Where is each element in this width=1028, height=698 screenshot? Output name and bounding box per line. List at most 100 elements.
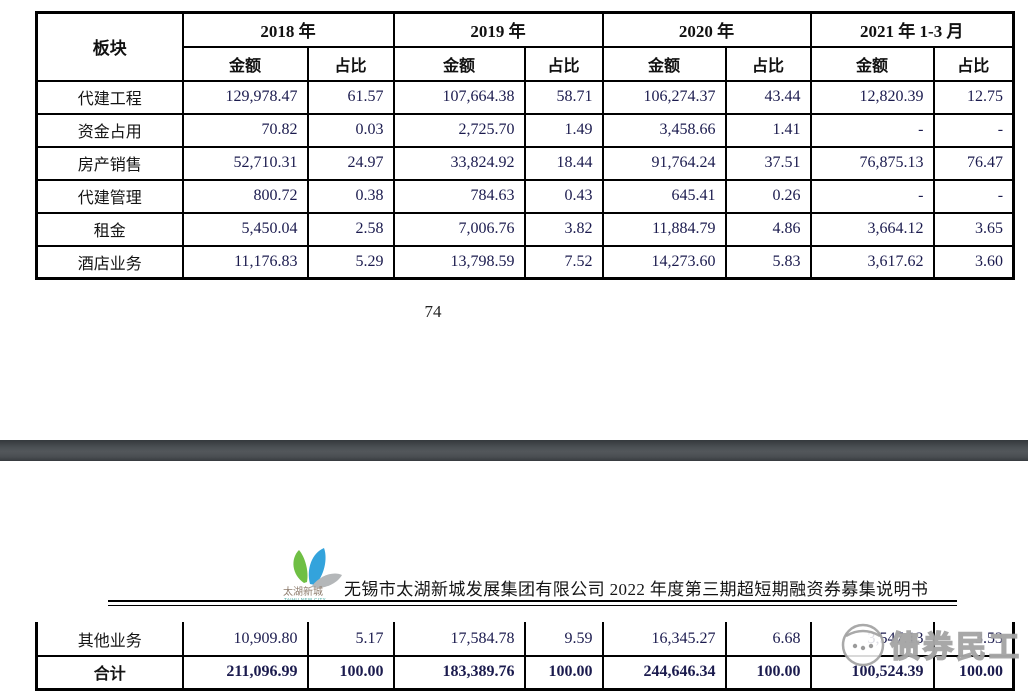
table-cell: -: [932, 178, 1015, 214]
column-header-segment: 板块: [35, 11, 184, 82]
page-separator-band: [0, 440, 1028, 461]
table-cell: 7.52: [523, 244, 604, 280]
table-row: 资金占用 70.82 0.03 2,725.70 1.49 3,458.66 1.41- -: [35, 112, 1015, 148]
table-cell: 13,798.59: [392, 244, 526, 280]
table-header-sub-row: 金额 占比 金额 占比 金额 占比 金额 占比: [37, 45, 1015, 82]
table-row: 代建工程 129,978.47 61.57 107,664.38 58.71 106,27…: [35, 79, 1015, 115]
table-cell: 10,909.80: [181, 622, 309, 657]
segment-revenue-table-continued: 其他业务 10,909.80 5.17 17,584.78 9.59 16,345.27 6…: [35, 622, 1015, 691]
table-row: 房产销售 52,710.31 24.97 33,824.92 18.44 91,764.2…: [35, 145, 1015, 181]
column-header-ratio: 占比: [932, 45, 1015, 82]
table-cell: 3,617.62: [809, 244, 935, 280]
table-cell: 784.63: [392, 178, 526, 214]
table-cell: 12.75: [932, 79, 1015, 115]
table-row: 合计 211,096.99 100.00 183,389.76 100.00 244,64…: [35, 655, 1015, 690]
row-label: 代建管理: [35, 178, 184, 214]
table-cell: 0.03: [306, 112, 395, 148]
column-header-ratio: 占比: [724, 45, 812, 82]
taihu-new-city-logo-icon: 太湖新城 TAIHU NEW CITY: [283, 548, 342, 602]
table-cell: 5.17: [306, 622, 395, 657]
table-cell: 12,820.39: [809, 79, 935, 115]
table-cell: 43.44: [724, 79, 812, 115]
table-cell: 14,273.60: [601, 244, 727, 280]
column-header-amount: 金额: [181, 45, 309, 82]
column-header-amount: 金额: [601, 45, 727, 82]
column-header-2019: 2019 年: [392, 11, 604, 48]
table-cell: 11,176.83: [181, 244, 309, 280]
row-label: 房产销售: [35, 145, 184, 181]
table-cell: 100.00: [932, 655, 1015, 690]
table-cell: 106,274.37: [601, 79, 727, 115]
table-cell: 3.53: [932, 622, 1015, 657]
table-cell: 0.38: [306, 178, 395, 214]
table-cell: -: [809, 112, 935, 148]
table-cell: 183,389.76: [392, 655, 526, 690]
column-header-2021q1: 2021 年 1-3 月: [809, 11, 1015, 48]
table-cell: 5.83: [724, 244, 812, 280]
table-cell: 2.58: [306, 211, 395, 247]
column-header-ratio: 占比: [306, 45, 395, 82]
page-number: 74: [424, 302, 442, 321]
table-cell: 6.68: [724, 622, 812, 657]
table-cell: 107,664.38: [392, 79, 526, 115]
column-header-2020: 2020 年: [601, 11, 812, 48]
table-cell: 61.57: [306, 79, 395, 115]
table-cell: 800.72: [181, 178, 309, 214]
table-cell: 11,884.79: [601, 211, 727, 247]
row-label: 其他业务: [35, 622, 184, 657]
table-cell: 17,584.78: [392, 622, 526, 657]
table-row: 其他业务 10,909.80 5.17 17,584.78 9.59 16,345.27 6…: [35, 622, 1015, 657]
column-header-amount: 金额: [392, 45, 526, 82]
table-cell: -: [809, 178, 935, 214]
table-cell: 3.82: [523, 211, 604, 247]
row-label: 代建工程: [35, 79, 184, 115]
table-cell: 1.41: [724, 112, 812, 148]
table-cell: 4.86: [724, 211, 812, 247]
row-label: 合计: [35, 655, 184, 690]
table-cell: 3,664.12: [809, 211, 935, 247]
table-header-years-row: 板块 2018 年 2019 年 2020 年 2021 年 1-3 月: [35, 11, 1015, 82]
table-cell: 58.71: [523, 79, 604, 115]
table-cell: 100.00: [724, 655, 812, 690]
table-cell: 76,875.13: [809, 145, 935, 181]
table-cell: 100.00: [523, 655, 604, 690]
table-cell: 129,978.47: [181, 79, 309, 115]
table-cell: -: [932, 112, 1015, 148]
table-cell: 244,646.34: [601, 655, 727, 690]
table-cell: 100.00: [306, 655, 395, 690]
table-cell: 70.82: [181, 112, 309, 148]
document-header-title: 无锡市太湖新城发展集团有限公司 2022 年度第三期超短期融资券募集说明书: [344, 580, 929, 599]
table-cell: 3,547.13: [809, 622, 935, 657]
row-label: 资金占用: [35, 112, 184, 148]
table-cell: 76.47: [932, 145, 1015, 181]
logo-en-text: TAIHU NEW CITY: [284, 597, 326, 602]
table-cell: 1.49: [523, 112, 604, 148]
table-cell: 2,725.70: [392, 112, 526, 148]
column-header-amount: 金额: [809, 45, 935, 82]
table-cell: 9.59: [523, 622, 604, 657]
table-cell: 16,345.27: [601, 622, 727, 657]
header-double-rule: [108, 600, 957, 606]
column-header-ratio: 占比: [523, 45, 604, 82]
table-cell: 0.26: [724, 178, 812, 214]
table-cell: 24.97: [306, 145, 395, 181]
row-label: 租金: [35, 211, 184, 247]
table-cell: 3.65: [932, 211, 1015, 247]
table-cell: 7,006.76: [392, 211, 526, 247]
table-row: 代建管理 800.72 0.38 784.63 0.43 645.41 0.26- -: [35, 178, 1015, 214]
table-cell: 5.29: [306, 244, 395, 280]
table-cell: 3,458.66: [601, 112, 727, 148]
table-cell: 211,096.99: [181, 655, 309, 690]
table-cell: 0.43: [523, 178, 604, 214]
segment-revenue-table: 板块 2018 年 2019 年 2020 年 2021 年 1-3 月 金额 …: [35, 11, 1016, 280]
table-cell: 645.41: [601, 178, 727, 214]
table-row: 租金 5,450.04 2.58 7,006.76 3.82 11,884.79 4.86 3…: [35, 211, 1015, 247]
table-cell: 37.51: [724, 145, 812, 181]
table-row: 酒店业务 11,176.83 5.29 13,798.59 7.52 14,273.60 5…: [35, 244, 1015, 280]
table-cell: 5,450.04: [181, 211, 309, 247]
table-cell: 100,524.39: [809, 655, 935, 690]
table-cell: 3.60: [932, 244, 1015, 280]
row-label: 酒店业务: [35, 244, 184, 280]
table-cell: 18.44: [523, 145, 604, 181]
